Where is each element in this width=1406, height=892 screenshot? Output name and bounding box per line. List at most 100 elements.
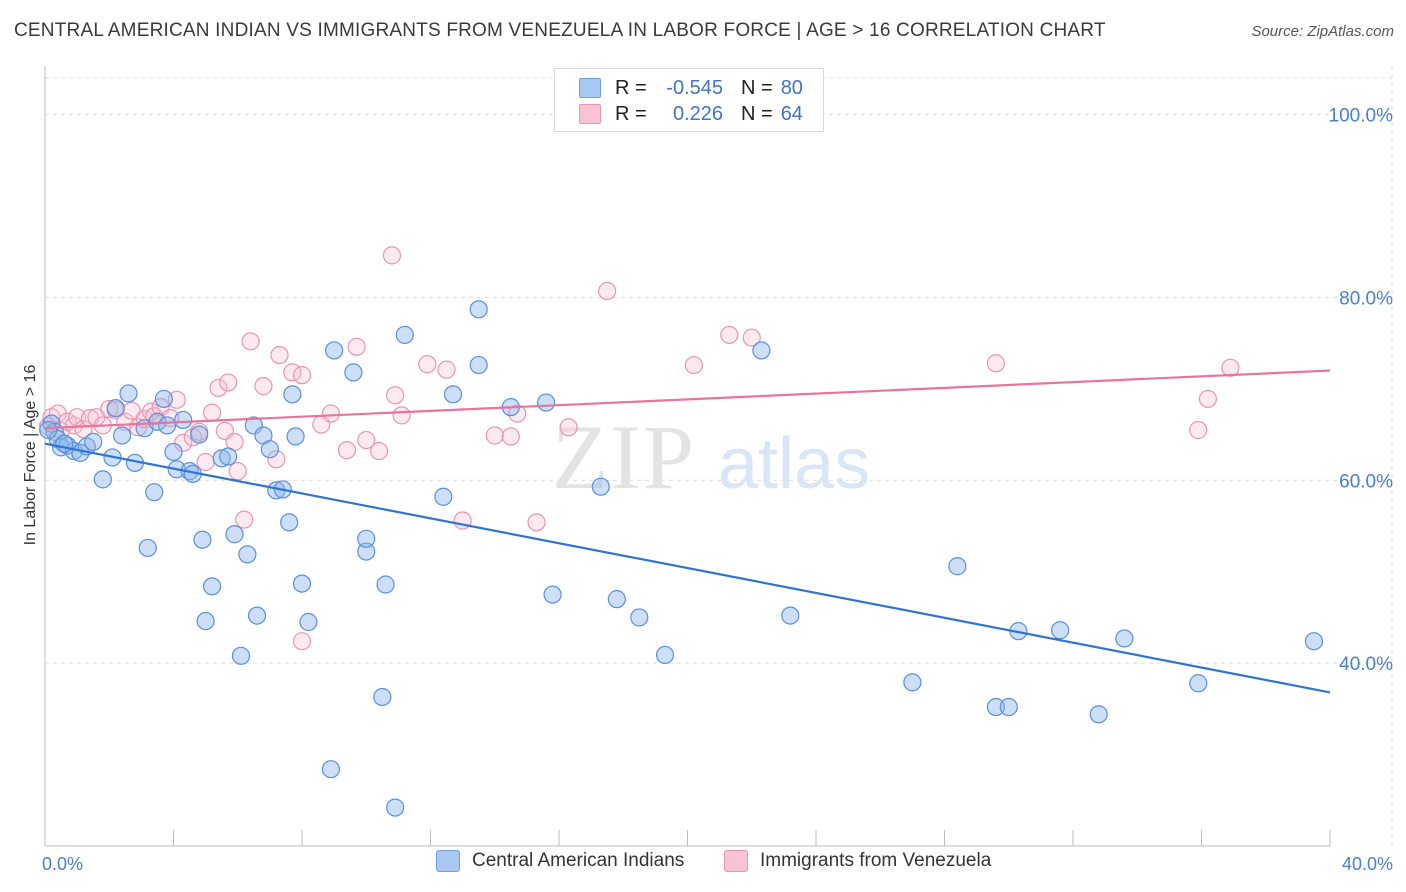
- data-point-venezuela: [392, 406, 411, 425]
- data-point-central-american-indian: [106, 398, 125, 418]
- chart-title: CENTRAL AMERICAN INDIAN VS IMMIGRANTS FR…: [14, 20, 1106, 41]
- legend-r-label: R =: [615, 102, 647, 125]
- data-point-central-american-indian: [469, 300, 488, 319]
- data-point-central-american-indian: [607, 590, 626, 609]
- x-tick-label: 40.0%: [1342, 854, 1393, 874]
- data-point-central-american-indian: [357, 542, 376, 561]
- axes: [44, 66, 1331, 847]
- data-point-venezuela: [321, 404, 341, 423]
- data-point-central-american-indian: [260, 440, 279, 459]
- data-point-central-american-indian: [1115, 629, 1134, 648]
- data-point-central-american-indian: [238, 545, 257, 564]
- bottom-legend-item-venezuela: Immigrants from Venezuela: [724, 850, 991, 872]
- data-point-venezuela: [559, 418, 578, 437]
- data-point-central-american-indian: [591, 477, 610, 496]
- data-point-central-american-indian: [469, 355, 488, 375]
- data-point-central-american-indian: [373, 687, 392, 707]
- data-point-venezuela: [74, 419, 93, 439]
- data-point-central-american-indian: [1051, 621, 1070, 640]
- bottom-legend-swatch-blue: [436, 850, 460, 872]
- data-point-central-american-indian: [84, 432, 103, 451]
- data-point-central-american-indian: [283, 385, 302, 404]
- data-point-venezuela: [347, 337, 366, 356]
- legend-n-value: 64: [780, 102, 803, 125]
- data-point-central-american-indian: [93, 470, 112, 489]
- data-point-venezuela: [501, 427, 520, 446]
- legend-swatch-blue: [579, 78, 601, 98]
- legend-n-label: N =: [741, 76, 773, 99]
- data-point-venezuela: [418, 355, 437, 374]
- legend-swatch-pink: [579, 104, 601, 124]
- data-point-venezuela: [292, 366, 312, 385]
- data-point-central-american-indian: [537, 393, 556, 412]
- data-point-venezuela: [684, 355, 704, 375]
- data-point-venezuela: [1189, 420, 1208, 440]
- y-tick-label: 60.0%: [1339, 471, 1393, 492]
- data-point-central-american-indian: [1189, 674, 1208, 693]
- data-point-central-american-indian: [386, 798, 405, 817]
- watermark-atlas: atlas: [718, 424, 870, 504]
- data-point-venezuela: [292, 632, 312, 651]
- data-point-central-american-indian: [781, 606, 800, 625]
- source-label: Source: ZipAtlas.com: [1251, 23, 1394, 40]
- correlation-legend: R = -0.545 N = 80 R = 0.226 N = 64: [554, 68, 824, 132]
- y-tick-label: 100.0%: [1329, 106, 1394, 127]
- data-point-central-american-indian: [292, 574, 312, 593]
- data-point-venezuela: [1221, 358, 1240, 377]
- data-point-venezuela: [527, 513, 546, 532]
- data-point-central-american-indian: [752, 341, 771, 360]
- data-point-central-american-indian: [903, 673, 922, 692]
- data-point-central-american-indian: [655, 645, 675, 665]
- data-point-venezuela: [270, 345, 289, 365]
- data-point-central-american-indian: [190, 425, 209, 444]
- legend-r-value: 0.226: [672, 102, 723, 125]
- data-point-central-american-indian: [543, 585, 562, 604]
- data-point-venezuela: [437, 360, 456, 379]
- data-point-central-american-indian: [280, 513, 299, 532]
- data-point-central-american-indian: [39, 420, 58, 440]
- data-point-central-american-indian: [325, 341, 344, 360]
- data-point-venezuela: [742, 328, 761, 347]
- data-point-central-american-indian: [999, 697, 1018, 717]
- data-point-central-american-indian: [212, 449, 231, 468]
- legend-n-value: 80: [780, 76, 803, 99]
- data-point-venezuela: [254, 377, 273, 396]
- data-point-central-american-indian: [112, 426, 132, 445]
- legend-n-label: N =: [741, 102, 773, 125]
- trend-line-venezuela: [44, 369, 1331, 430]
- data-point-venezuela: [485, 426, 504, 445]
- data-point-central-american-indian: [344, 363, 363, 382]
- watermark: ZIP atlas: [552, 406, 870, 508]
- data-point-venezuela: [357, 430, 376, 450]
- data-point-central-american-indian: [630, 608, 649, 627]
- x-tick-label: 0.0%: [42, 854, 83, 874]
- data-point-central-american-indian: [948, 557, 967, 576]
- bottom-legend-label: Central American Indians: [472, 850, 685, 871]
- data-point-central-american-indian: [357, 529, 376, 548]
- data-point-central-american-indian: [395, 325, 414, 345]
- legend-row-blue: R = -0.545 N = 80: [579, 76, 803, 100]
- legend-r-value: -0.545: [666, 76, 723, 99]
- data-point-venezuela: [241, 332, 260, 351]
- data-point-venezuela: [598, 281, 617, 301]
- data-point-venezuela: [209, 378, 228, 398]
- data-point-central-american-indian: [119, 384, 138, 403]
- data-point-venezuela: [235, 510, 254, 529]
- data-point-central-american-indian: [154, 389, 173, 409]
- data-point-central-american-indian: [299, 612, 318, 632]
- data-point-central-american-indian: [321, 760, 341, 779]
- data-point-venezuela: [100, 399, 119, 419]
- legend-row-pink: R = 0.226 N = 64: [579, 102, 803, 126]
- data-point-venezuela: [382, 246, 402, 265]
- data-point-central-american-indian: [138, 538, 157, 558]
- data-point-venezuela: [228, 462, 247, 481]
- data-point-central-american-indian: [174, 410, 193, 430]
- tick-labels: 40.0% 60.0% 80.0% 100.0% 0.0% 40.0%: [42, 106, 1393, 874]
- trend-line-central-american-indians: [44, 442, 1331, 694]
- data-point-venezuela: [986, 354, 1006, 373]
- data-point-central-american-indian: [1304, 632, 1324, 651]
- data-point-venezuela: [174, 433, 193, 452]
- data-point-central-american-indian: [225, 525, 244, 544]
- bottom-legend-item-central-american-indians: Central American Indians: [436, 850, 684, 872]
